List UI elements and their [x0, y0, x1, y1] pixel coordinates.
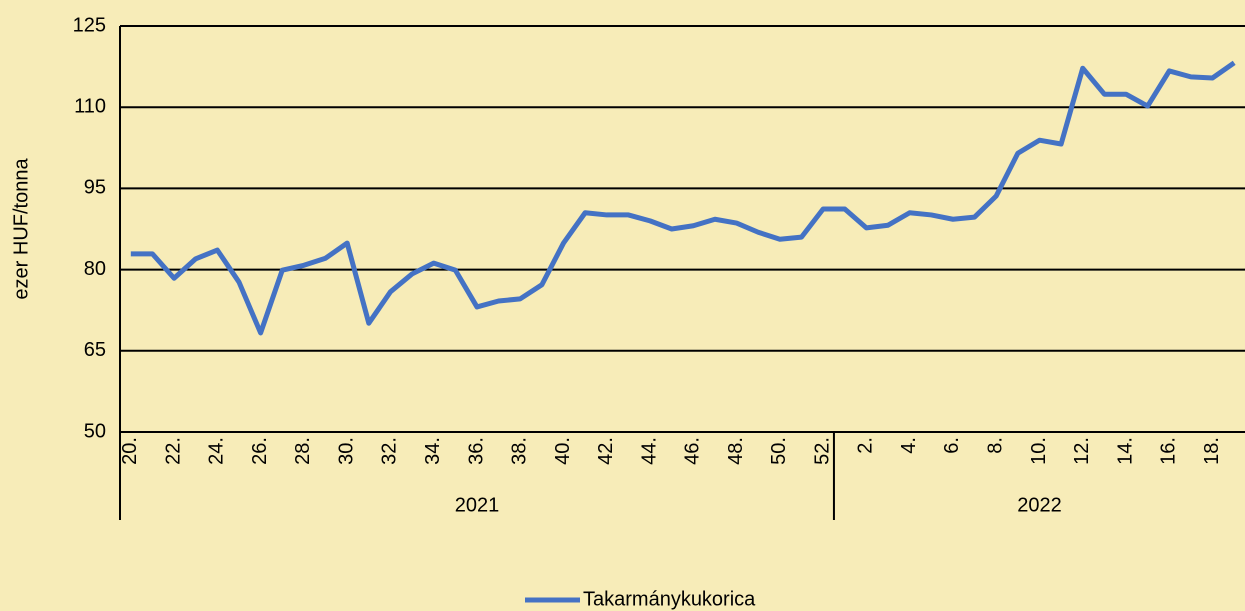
- x-tick-label: 32.: [379, 437, 401, 465]
- x-tick-label: 16.: [1158, 437, 1180, 465]
- x-tick-label: 10.: [1028, 437, 1050, 465]
- x-tick-label: 50.: [768, 437, 790, 465]
- y-tick-label: 65: [84, 339, 106, 361]
- x-tick-label: 18.: [1201, 437, 1223, 465]
- x-tick-label: 22.: [162, 437, 184, 465]
- y-tick-label: 110: [74, 95, 106, 117]
- y-tick-label: 125: [73, 14, 106, 36]
- x-tick-label: 2.: [855, 437, 877, 454]
- x-tick-label: 34.: [422, 437, 444, 465]
- x-tick-label: 42.: [595, 437, 617, 465]
- x-group-label: 2022: [1017, 494, 1062, 516]
- x-tick-label: 30.: [335, 437, 357, 465]
- x-tick-label: 6.: [941, 437, 963, 454]
- y-tick-label: 80: [84, 258, 106, 280]
- x-group-label: 2021: [455, 494, 500, 516]
- x-tick-label: 28.: [292, 437, 314, 465]
- y-tick-label: 50: [84, 420, 106, 442]
- x-tick-label: 8.: [984, 437, 1006, 454]
- x-tick-label: 44.: [638, 437, 660, 465]
- x-tick-label: 38.: [509, 437, 531, 465]
- x-tick-label: 40.: [552, 437, 574, 465]
- x-tick-label: 20.: [119, 437, 141, 465]
- x-tick-label: 14.: [1114, 437, 1136, 465]
- x-tick-label: 24.: [206, 437, 228, 465]
- x-tick-label: 46.: [682, 437, 704, 465]
- x-tick-label: 52.: [811, 437, 833, 465]
- x-tick-label: 12.: [1071, 437, 1093, 465]
- data-line: [130, 60, 1236, 336]
- y-axis-label: ezer HUF/tonna: [10, 158, 32, 300]
- y-tick-label: 95: [84, 177, 106, 199]
- x-tick-label: 4.: [898, 437, 920, 454]
- x-tick-label: 26.: [249, 437, 271, 465]
- legend-label: Takarmánykukorica: [583, 588, 756, 610]
- x-tick-label: 48.: [725, 437, 747, 465]
- x-tick-label: 36.: [465, 437, 487, 465]
